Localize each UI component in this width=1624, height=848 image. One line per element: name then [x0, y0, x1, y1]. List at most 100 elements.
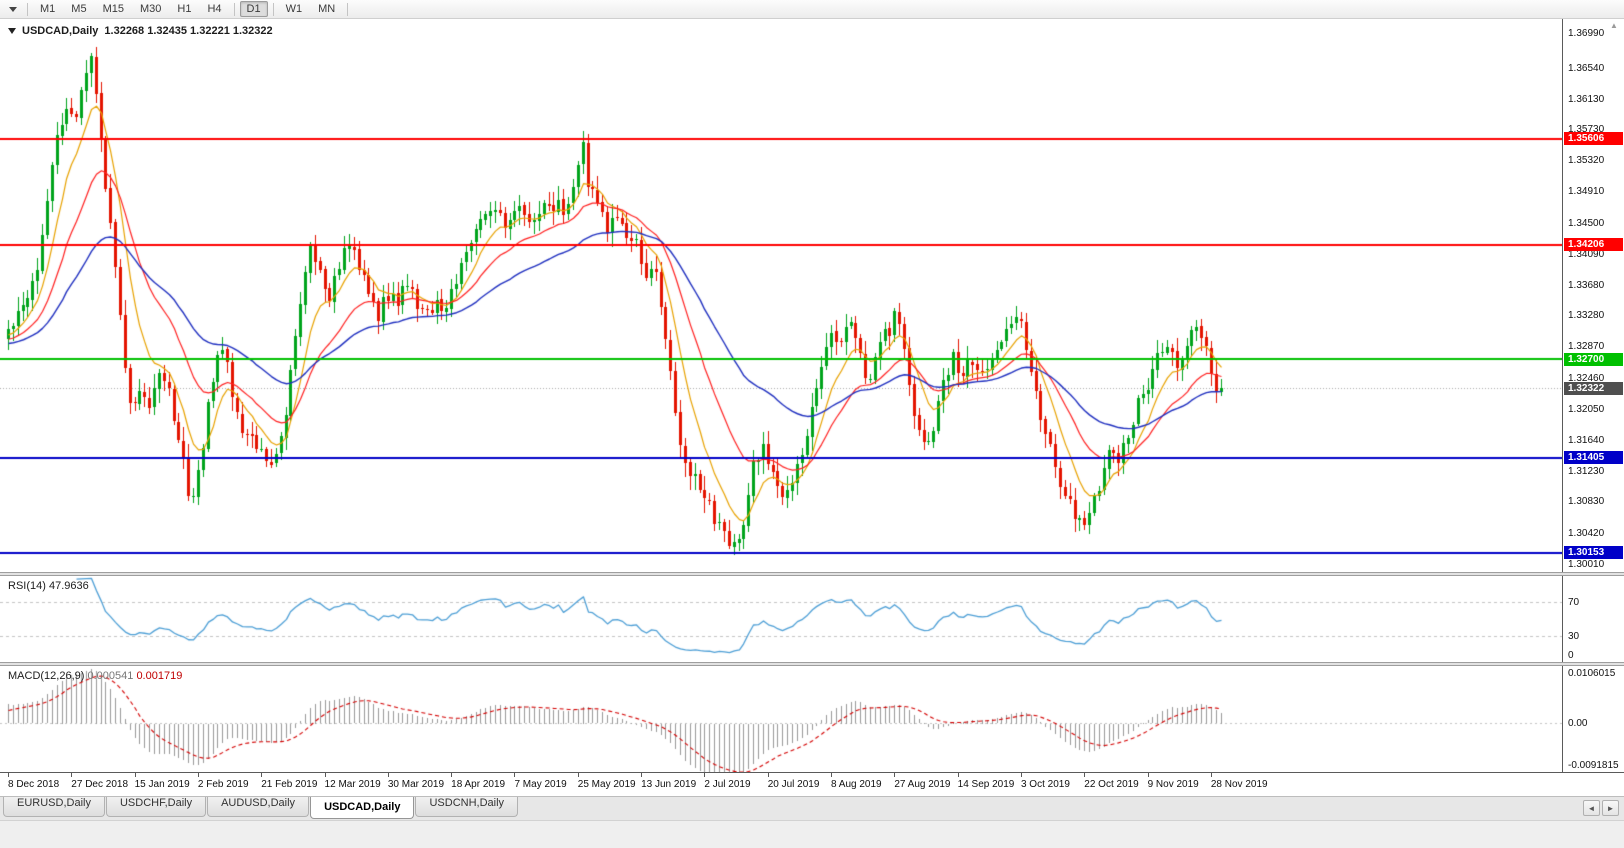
rsi-tick-label: 70 — [1568, 596, 1580, 608]
chart-ohlc-values: 1.32268 1.32435 1.32221 1.32322 — [104, 25, 273, 37]
rsi-tick-label: 30 — [1568, 631, 1580, 643]
level-price-chip: 1.31405 — [1564, 451, 1623, 465]
level-price-chip: 1.34206 — [1564, 238, 1623, 252]
date-tick-label: 12 Mar 2019 — [324, 773, 381, 790]
current-price-chip: 1.32322 — [1564, 381, 1623, 395]
price-tick-label: 1.32460 — [1568, 372, 1605, 384]
date-tick-label: 8 Aug 2019 — [831, 773, 882, 790]
date-tick-label: 7 May 2019 — [514, 773, 567, 790]
macd-signal-value: 0.001719 — [136, 670, 183, 682]
price-tick-label: 1.36130 — [1568, 93, 1605, 105]
timeframe-button-m15[interactable]: M15 — [96, 1, 131, 17]
timeframe-button-mn[interactable]: MN — [311, 1, 342, 17]
price-tick-label: 1.34500 — [1568, 217, 1605, 229]
price-chart-canvas[interactable] — [0, 19, 1562, 572]
price-tick-label: 1.31640 — [1568, 434, 1605, 446]
timeframe-button-m5[interactable]: M5 — [64, 1, 93, 17]
rsi-panel: RSI(14) 47.9636 — [0, 576, 1562, 662]
price-tick-label: 1.35320 — [1568, 155, 1605, 167]
date-tick-label: 22 Oct 2019 — [1084, 773, 1139, 790]
price-tick-label: 1.30010 — [1568, 558, 1605, 570]
chart-tab-usdcnh[interactable]: USDCNH,Daily — [415, 797, 519, 817]
price-chart-panel: USDCAD,Daily 1.32268 1.32435 1.32221 1.3… — [0, 19, 1562, 572]
tab-scroll-buttons: ◄ ► — [1583, 797, 1624, 816]
chart-tab-bar: EURUSD,Daily USDCHF,Daily AUDUSD,Daily USDC… — [0, 796, 1624, 820]
price-axis[interactable]: 1.36990 1.36540 1.36130 1.35730 1.35320 1.349… — [1562, 19, 1624, 572]
chevron-down-icon — [9, 6, 17, 12]
toolbar-divider — [233, 2, 235, 16]
macd-tick-label: 0.00 — [1568, 717, 1588, 729]
date-tick-label: 15 Jan 2019 — [134, 773, 190, 790]
level-price-chip: 1.32700 — [1564, 352, 1623, 366]
timeframe-button-h4[interactable]: H4 — [200, 1, 228, 17]
macd-label: MACD(12,26,9) 0.000541 0.001719 — [8, 670, 182, 682]
date-tick-label: 9 Nov 2019 — [1147, 773, 1199, 790]
price-tick-label: 1.34090 — [1568, 248, 1605, 260]
panel-splitter[interactable] — [0, 662, 1624, 666]
toolbar-divider — [27, 2, 28, 16]
tab-scroll-left-button[interactable]: ◄ — [1583, 800, 1600, 816]
timeframe-button-m1[interactable]: M1 — [33, 1, 62, 17]
date-tick-label: 21 Feb 2019 — [261, 773, 318, 790]
macd-tick-label: -0.0091815 — [1568, 760, 1619, 771]
macd-axis[interactable]: 0.0106015 0.00 -0.0091815 — [1562, 666, 1624, 772]
rsi-indicator-value: 47.9636 — [48, 580, 89, 592]
chart-dropdown-button[interactable] — [3, 1, 23, 17]
timeframe-toolbar: M1 M5 M15 M30 H1 H4 D1 W1 MN — [0, 0, 1624, 19]
date-tick-label: 27 Aug 2019 — [894, 773, 951, 790]
price-tick-label: 1.34910 — [1568, 186, 1605, 198]
date-tick-label: 2 Jul 2019 — [704, 773, 751, 790]
date-axis[interactable]: 8 Dec 2018 27 Dec 2018 15 Jan 2019 2 Feb 20… — [0, 772, 1624, 796]
price-tick-label: 1.36990 — [1568, 28, 1605, 40]
price-tick-label: 1.30830 — [1568, 496, 1605, 508]
date-tick-label: 28 Nov 2019 — [1210, 773, 1268, 790]
timeframe-buttons: M1 M5 M15 M30 H1 H4 D1 W1 MN — [32, 1, 352, 17]
macd-indicator-name: MACD(12,26,9) — [8, 670, 85, 682]
price-tick-label: 1.33280 — [1568, 310, 1605, 322]
price-tick-label: 1.31230 — [1568, 465, 1605, 477]
collapse-chart-icon[interactable] — [8, 28, 16, 34]
level-price-chip: 1.30153 — [1564, 546, 1623, 560]
date-tick-label: 18 Apr 2019 — [451, 773, 506, 790]
toolbar-divider — [347, 2, 349, 16]
date-tick-label: 8 Dec 2018 — [8, 773, 60, 790]
rsi-canvas[interactable] — [0, 576, 1562, 662]
chart-tab-eurusd[interactable]: EURUSD,Daily — [3, 797, 105, 817]
date-tick-label: 30 Mar 2019 — [387, 773, 445, 790]
timeframe-button-d1[interactable]: D1 — [239, 1, 268, 17]
chart-tab-usdcad[interactable]: USDCAD,Daily — [310, 797, 415, 819]
price-tick-label: 1.36540 — [1568, 62, 1605, 74]
status-bar — [0, 820, 1624, 848]
date-tick-label: 3 Oct 2019 — [1020, 773, 1070, 790]
timeframe-button-m30[interactable]: M30 — [133, 1, 168, 17]
timeframe-button-h1[interactable]: H1 — [170, 1, 198, 17]
date-tick-label: 13 Jun 2019 — [641, 773, 697, 790]
date-tick-label: 20 Jul 2019 — [767, 773, 820, 790]
date-tick-label: 2 Feb 2019 — [197, 773, 249, 790]
price-tick-label: 1.33680 — [1568, 279, 1605, 291]
date-tick-label: 27 Dec 2018 — [71, 773, 129, 790]
panel-splitter[interactable] — [0, 572, 1624, 576]
macd-canvas[interactable] — [0, 666, 1562, 772]
chart-tab-audusd[interactable]: AUDUSD,Daily — [207, 797, 310, 817]
rsi-tick-label: 0 — [1568, 650, 1574, 661]
scroll-up-icon[interactable]: ▲ — [1610, 21, 1618, 30]
rsi-indicator-name: RSI(14) — [8, 580, 46, 592]
price-tick-label: 1.30420 — [1568, 527, 1605, 539]
chart-tabs: EURUSD,Daily USDCHF,Daily AUDUSD,Daily USDC… — [3, 797, 519, 819]
tab-scroll-right-button[interactable]: ► — [1602, 800, 1619, 816]
price-tick-label: 1.32050 — [1568, 403, 1605, 415]
level-price-chip: 1.35606 — [1564, 132, 1623, 146]
macd-panel: MACD(12,26,9) 0.000541 0.001719 — [0, 666, 1562, 772]
toolbar-divider — [272, 2, 274, 16]
chart-title: USDCAD,Daily 1.32268 1.32435 1.32221 1.3… — [8, 25, 273, 37]
price-tick-label: 1.32870 — [1568, 341, 1605, 353]
rsi-axis[interactable]: 70 30 0 — [1562, 576, 1624, 662]
date-tick-label: 14 Sep 2019 — [957, 773, 1015, 790]
timeframe-button-w1[interactable]: W1 — [279, 1, 310, 17]
price-tick-label: 1.35730 — [1568, 124, 1605, 136]
chart-tab-usdchf[interactable]: USDCHF,Daily — [105, 797, 207, 817]
rsi-label: RSI(14) 47.9636 — [8, 580, 89, 592]
macd-main-value: 0.000541 — [87, 670, 134, 682]
